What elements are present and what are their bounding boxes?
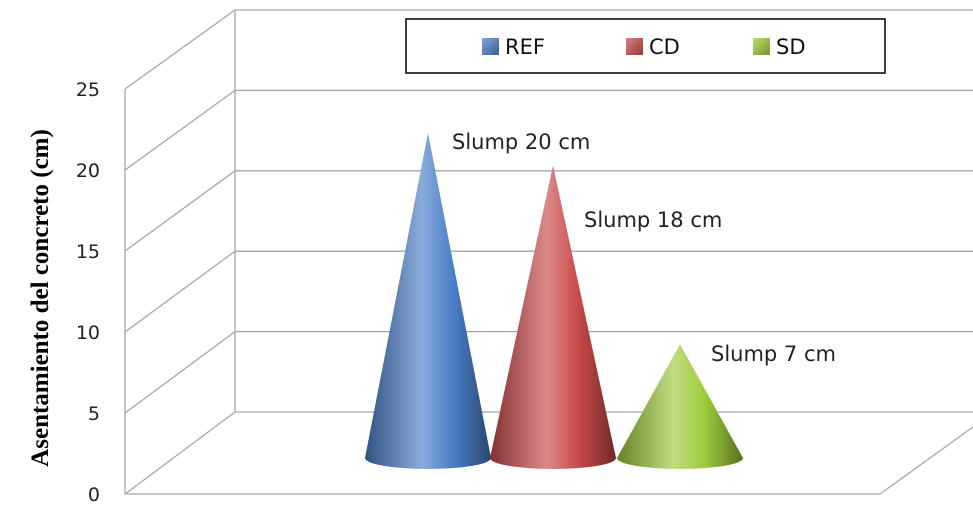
legend: REF CD SD <box>405 18 886 74</box>
y-tick-label: 0 <box>88 484 100 506</box>
y-tick-label: 10 <box>76 322 100 344</box>
legend-label-sd: SD <box>776 35 806 59</box>
cone-sd <box>617 344 743 469</box>
gridline-side <box>124 9 236 90</box>
chart-walls <box>124 10 973 495</box>
y-axis-label: Asentamiento del concreto (cm) <box>27 129 54 467</box>
legend-swatch-ref <box>482 38 499 55</box>
legend-label-ref: REF <box>505 35 545 59</box>
gridline-side <box>124 411 236 495</box>
gridline-side <box>124 250 236 333</box>
data-labels: Slump 20 cm Slump 18 cm Slump 7 cm <box>452 130 836 366</box>
cone-cd <box>490 165 616 469</box>
y-tick-label: 25 <box>76 79 100 101</box>
legend-label-cd: CD <box>649 35 680 59</box>
floor-right-edge <box>879 426 973 495</box>
cone-ref <box>365 133 491 469</box>
gridline-side <box>124 89 236 171</box>
data-label: Slump 20 cm <box>452 130 590 154</box>
legend-swatch-sd <box>753 38 770 55</box>
data-label: Slump 18 cm <box>584 208 722 232</box>
legend-swatch-cd <box>626 38 643 55</box>
cones <box>365 133 743 469</box>
data-label: Slump 7 cm <box>711 342 836 366</box>
y-tick-label: 15 <box>76 241 100 263</box>
gridline-side <box>124 331 236 414</box>
gridline-side <box>124 170 236 252</box>
y-tick-labels: 0 5 10 15 20 25 <box>76 79 100 506</box>
legend-box <box>405 18 886 74</box>
y-tick-label: 5 <box>88 403 100 425</box>
y-tick-label: 20 <box>76 160 100 182</box>
